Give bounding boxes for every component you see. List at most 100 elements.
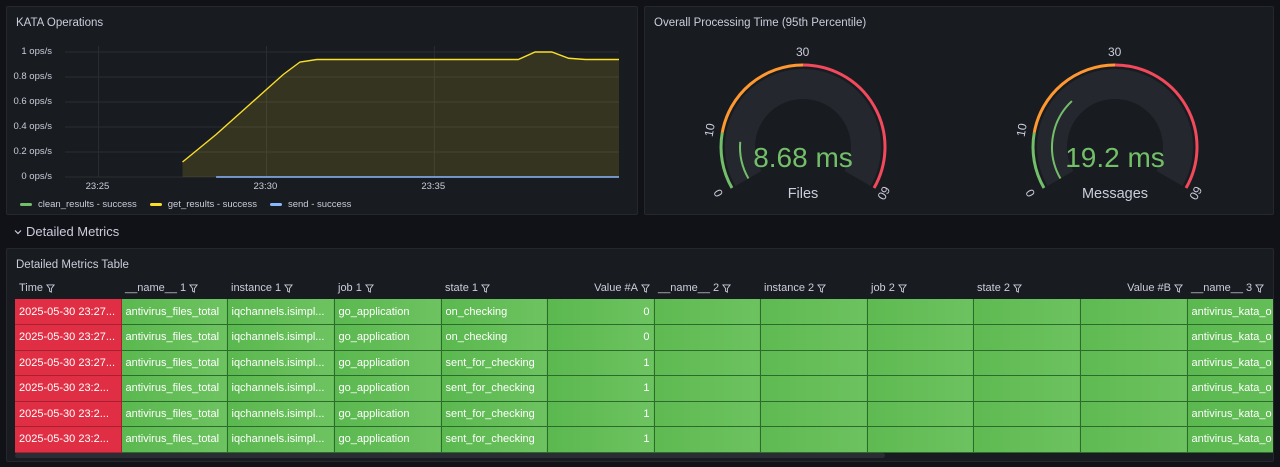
table-cell[interactable]: 1 — [547, 350, 655, 376]
column-header[interactable]: Value #A — [547, 277, 654, 299]
filter-icon[interactable] — [46, 284, 56, 293]
table-cell[interactable] — [654, 324, 761, 351]
filter-icon[interactable] — [284, 284, 294, 293]
table-cell[interactable] — [973, 350, 1081, 376]
table-row[interactable]: 2025-05-30 23:2... antivirus_files_total i… — [15, 426, 1273, 453]
panel-title[interactable]: Detailed Metrics Table — [16, 259, 129, 271]
table-cell[interactable]: 1 — [547, 375, 655, 402]
table-cell[interactable]: go_application — [334, 350, 442, 376]
table-cell[interactable]: iqchannels.isimpl... — [227, 426, 335, 453]
table-cell[interactable]: 2025-05-30 23:2... — [15, 426, 122, 453]
filter-icon[interactable] — [481, 284, 491, 293]
table-cell[interactable]: sent_for_checking — [441, 426, 548, 453]
table-cell[interactable]: antivirus_files_total — [121, 426, 228, 453]
table-cell[interactable]: antivirus_kata_o — [1187, 375, 1273, 402]
table-cell[interactable]: go_application — [334, 426, 442, 453]
table-cell[interactable] — [867, 375, 974, 402]
table-row[interactable]: 2025-05-30 23:27... antivirus_files_total… — [15, 299, 1273, 325]
table-cell[interactable] — [867, 324, 974, 351]
table-cell[interactable] — [1080, 299, 1188, 325]
column-header[interactable]: state 1 — [441, 277, 547, 299]
table-cell[interactable] — [867, 299, 974, 325]
table-cell[interactable] — [1080, 375, 1188, 402]
table-cell[interactable]: iqchannels.isimpl... — [227, 375, 335, 402]
table-cell[interactable] — [1080, 350, 1188, 376]
table-cell[interactable] — [654, 299, 761, 325]
column-header[interactable]: Time — [15, 277, 121, 299]
table-cell[interactable] — [654, 401, 761, 427]
column-header[interactable]: __name__ 1 — [121, 277, 227, 299]
panel-title[interactable]: Overall Processing Time (95th Percentile… — [654, 17, 867, 29]
table-cell[interactable]: antivirus_kata_o — [1187, 401, 1273, 427]
table-cell[interactable]: antivirus_kata_o — [1187, 299, 1273, 325]
table-cell[interactable]: 2025-05-30 23:2... — [15, 375, 122, 402]
column-header[interactable]: __name__ 3 — [1187, 277, 1273, 299]
table-cell[interactable] — [760, 350, 868, 376]
table-cell[interactable] — [973, 401, 1081, 427]
table-cell[interactable]: go_application — [334, 375, 442, 402]
table-cell[interactable]: iqchannels.isimpl... — [227, 324, 335, 351]
table-row[interactable]: 2025-05-30 23:27... antivirus_files_total… — [15, 324, 1273, 351]
filter-icon[interactable] — [1013, 284, 1023, 293]
table-cell[interactable]: 1 — [547, 426, 655, 453]
table-cell[interactable]: 0 — [547, 324, 655, 351]
filter-icon[interactable] — [1174, 284, 1183, 293]
table-cell[interactable]: antivirus_kata_o — [1187, 324, 1273, 351]
table-cell[interactable]: sent_for_checking — [441, 350, 548, 376]
column-header[interactable]: job 2 — [867, 277, 973, 299]
table-cell[interactable]: go_application — [334, 324, 442, 351]
legend-item[interactable]: send - success — [269, 199, 351, 210]
table-cell[interactable]: go_application — [334, 401, 442, 427]
table-cell[interactable]: antivirus_files_total — [121, 324, 228, 351]
table-cell[interactable] — [760, 401, 868, 427]
column-header[interactable]: Value #B — [1080, 277, 1187, 299]
column-header[interactable]: state 2 — [973, 277, 1080, 299]
filter-icon[interactable] — [189, 284, 199, 293]
table-cell[interactable]: 1 — [547, 401, 655, 427]
table-cell[interactable] — [1080, 401, 1188, 427]
filter-icon[interactable] — [1255, 284, 1265, 293]
table-cell[interactable] — [760, 324, 868, 351]
table-cell[interactable]: sent_for_checking — [441, 375, 548, 402]
table-cell[interactable] — [760, 375, 868, 402]
column-header[interactable]: instance 1 — [227, 277, 334, 299]
table-cell[interactable] — [760, 426, 868, 453]
table-cell[interactable]: antivirus_files_total — [121, 299, 228, 325]
table-cell[interactable]: 2025-05-30 23:27... — [15, 299, 122, 325]
filter-icon[interactable] — [641, 284, 650, 293]
table-cell[interactable]: iqchannels.isimpl... — [227, 350, 335, 376]
table-cell[interactable] — [973, 426, 1081, 453]
table-cell[interactable] — [1080, 324, 1188, 351]
table-cell[interactable]: iqchannels.isimpl... — [227, 401, 335, 427]
table-row[interactable]: 2025-05-30 23:27... antivirus_files_total… — [15, 350, 1273, 376]
table-cell[interactable] — [973, 324, 1081, 351]
table-cell[interactable]: antivirus_files_total — [121, 350, 228, 376]
table-cell[interactable]: go_application — [334, 299, 442, 325]
filter-icon[interactable] — [722, 284, 732, 293]
table-cell[interactable]: on_checking — [441, 299, 548, 325]
table-cell[interactable]: on_checking — [441, 324, 548, 351]
legend-item[interactable]: clean_results - success — [20, 199, 137, 210]
table-cell[interactable] — [654, 350, 761, 376]
table-cell[interactable] — [867, 401, 974, 427]
filter-icon[interactable] — [897, 284, 907, 293]
table-cell[interactable] — [1080, 426, 1188, 453]
table-cell[interactable] — [867, 350, 974, 376]
table-cell[interactable]: antivirus_files_total — [121, 401, 228, 427]
table-cell[interactable] — [654, 426, 761, 453]
column-header[interactable]: __name__ 2 — [654, 277, 760, 299]
table-cell[interactable]: antivirus_kata_o — [1187, 426, 1273, 453]
legend-item[interactable]: get_results - success — [149, 199, 257, 210]
horizontal-scrollbar[interactable] — [15, 453, 885, 458]
column-header[interactable]: instance 2 — [760, 277, 867, 299]
filter-icon[interactable] — [817, 284, 827, 293]
filter-icon[interactable] — [364, 284, 374, 293]
table-cell[interactable] — [973, 375, 1081, 402]
table-cell[interactable]: antivirus_kata_o — [1187, 350, 1273, 376]
series-line-get_results[interactable] — [182, 51, 619, 163]
row-toggle-detailed-metrics[interactable]: Detailed Metrics — [14, 224, 119, 239]
table-row[interactable]: 2025-05-30 23:2... antivirus_files_total i… — [15, 401, 1273, 427]
table-cell[interactable]: sent_for_checking — [441, 401, 548, 427]
table-cell[interactable]: 0 — [547, 299, 655, 325]
table-cell[interactable]: 2025-05-30 23:27... — [15, 350, 122, 376]
